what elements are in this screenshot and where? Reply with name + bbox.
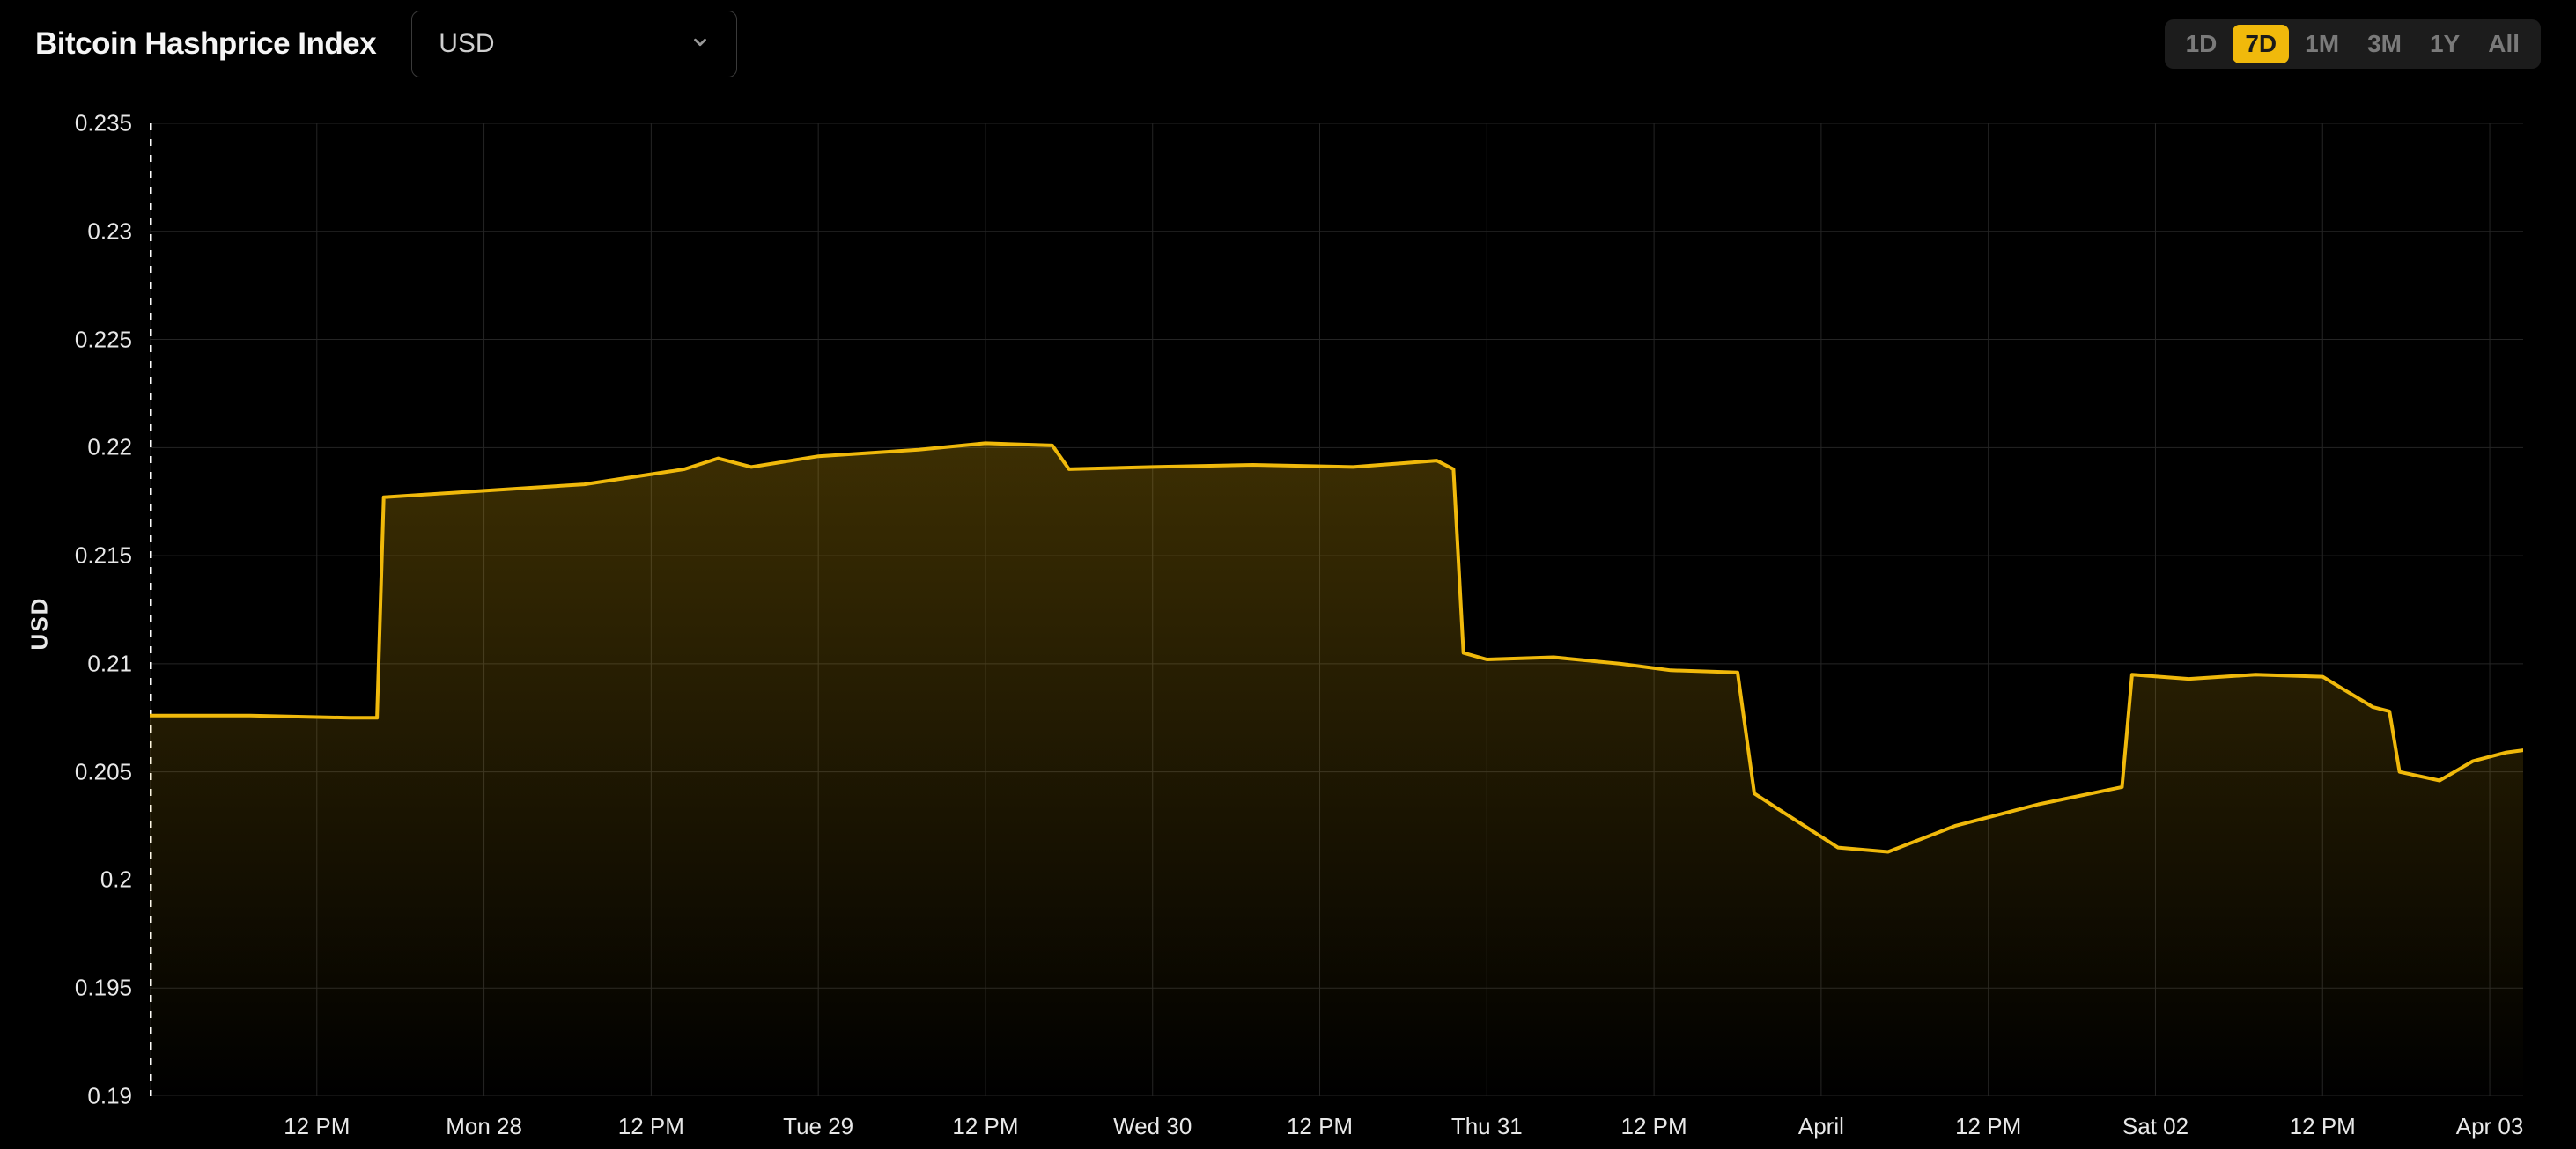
range-btn-3m[interactable]: 3M — [2355, 25, 2414, 63]
x-tick-label: Sat 02 — [2122, 1113, 2188, 1140]
currency-selected-label: USD — [439, 29, 494, 59]
y-tick-label: 0.225 — [44, 326, 132, 353]
y-axis-title: USD — [26, 596, 54, 650]
x-tick-label: 12 PM — [2290, 1113, 2356, 1140]
line-chart-svg — [150, 123, 2523, 1096]
y-tick-label: 0.19 — [44, 1083, 132, 1110]
chart-area: USD 0.190.1950.20.2050.210.2150.220.2250… — [44, 106, 2541, 1140]
x-tick-label: Mon 28 — [446, 1113, 522, 1140]
chart-header: Bitcoin Hashprice Index USD 1D7D1M3M1YAl… — [0, 0, 2576, 88]
y-tick-label: 0.21 — [44, 650, 132, 677]
y-tick-label: 0.23 — [44, 217, 132, 245]
range-btn-all[interactable]: All — [2476, 25, 2532, 63]
chevron-down-icon — [690, 31, 710, 58]
y-tick-label: 0.235 — [44, 110, 132, 137]
y-tick-label: 0.215 — [44, 542, 132, 570]
x-tick-label: Tue 29 — [783, 1113, 853, 1140]
x-tick-label: 12 PM — [1955, 1113, 2021, 1140]
chart-title: Bitcoin Hashprice Index — [35, 26, 376, 62]
x-tick-label: Wed 30 — [1113, 1113, 1192, 1140]
x-tick-label: 12 PM — [618, 1113, 684, 1140]
x-tick-label: 12 PM — [1287, 1113, 1353, 1140]
range-btn-1y[interactable]: 1Y — [2417, 25, 2472, 63]
x-tick-label: Thu 31 — [1451, 1113, 1523, 1140]
plot-region[interactable] — [150, 123, 2523, 1096]
y-tick-label: 0.2 — [44, 866, 132, 894]
x-tick-label: 12 PM — [952, 1113, 1018, 1140]
currency-select[interactable]: USD — [411, 11, 737, 77]
range-btn-7d[interactable]: 7D — [2233, 25, 2289, 63]
range-btn-1m[interactable]: 1M — [2292, 25, 2351, 63]
y-tick-label: 0.205 — [44, 758, 132, 785]
y-tick-label: 0.22 — [44, 434, 132, 461]
y-tick-label: 0.195 — [44, 975, 132, 1002]
range-btn-1d[interactable]: 1D — [2174, 25, 2230, 63]
x-tick-label: April — [1798, 1113, 1844, 1140]
time-range-group: 1D7D1M3M1YAll — [2165, 19, 2541, 69]
x-tick-label: 12 PM — [284, 1113, 350, 1140]
x-tick-label: 12 PM — [1621, 1113, 1687, 1140]
x-tick-label: Apr 03 — [2456, 1113, 2524, 1140]
